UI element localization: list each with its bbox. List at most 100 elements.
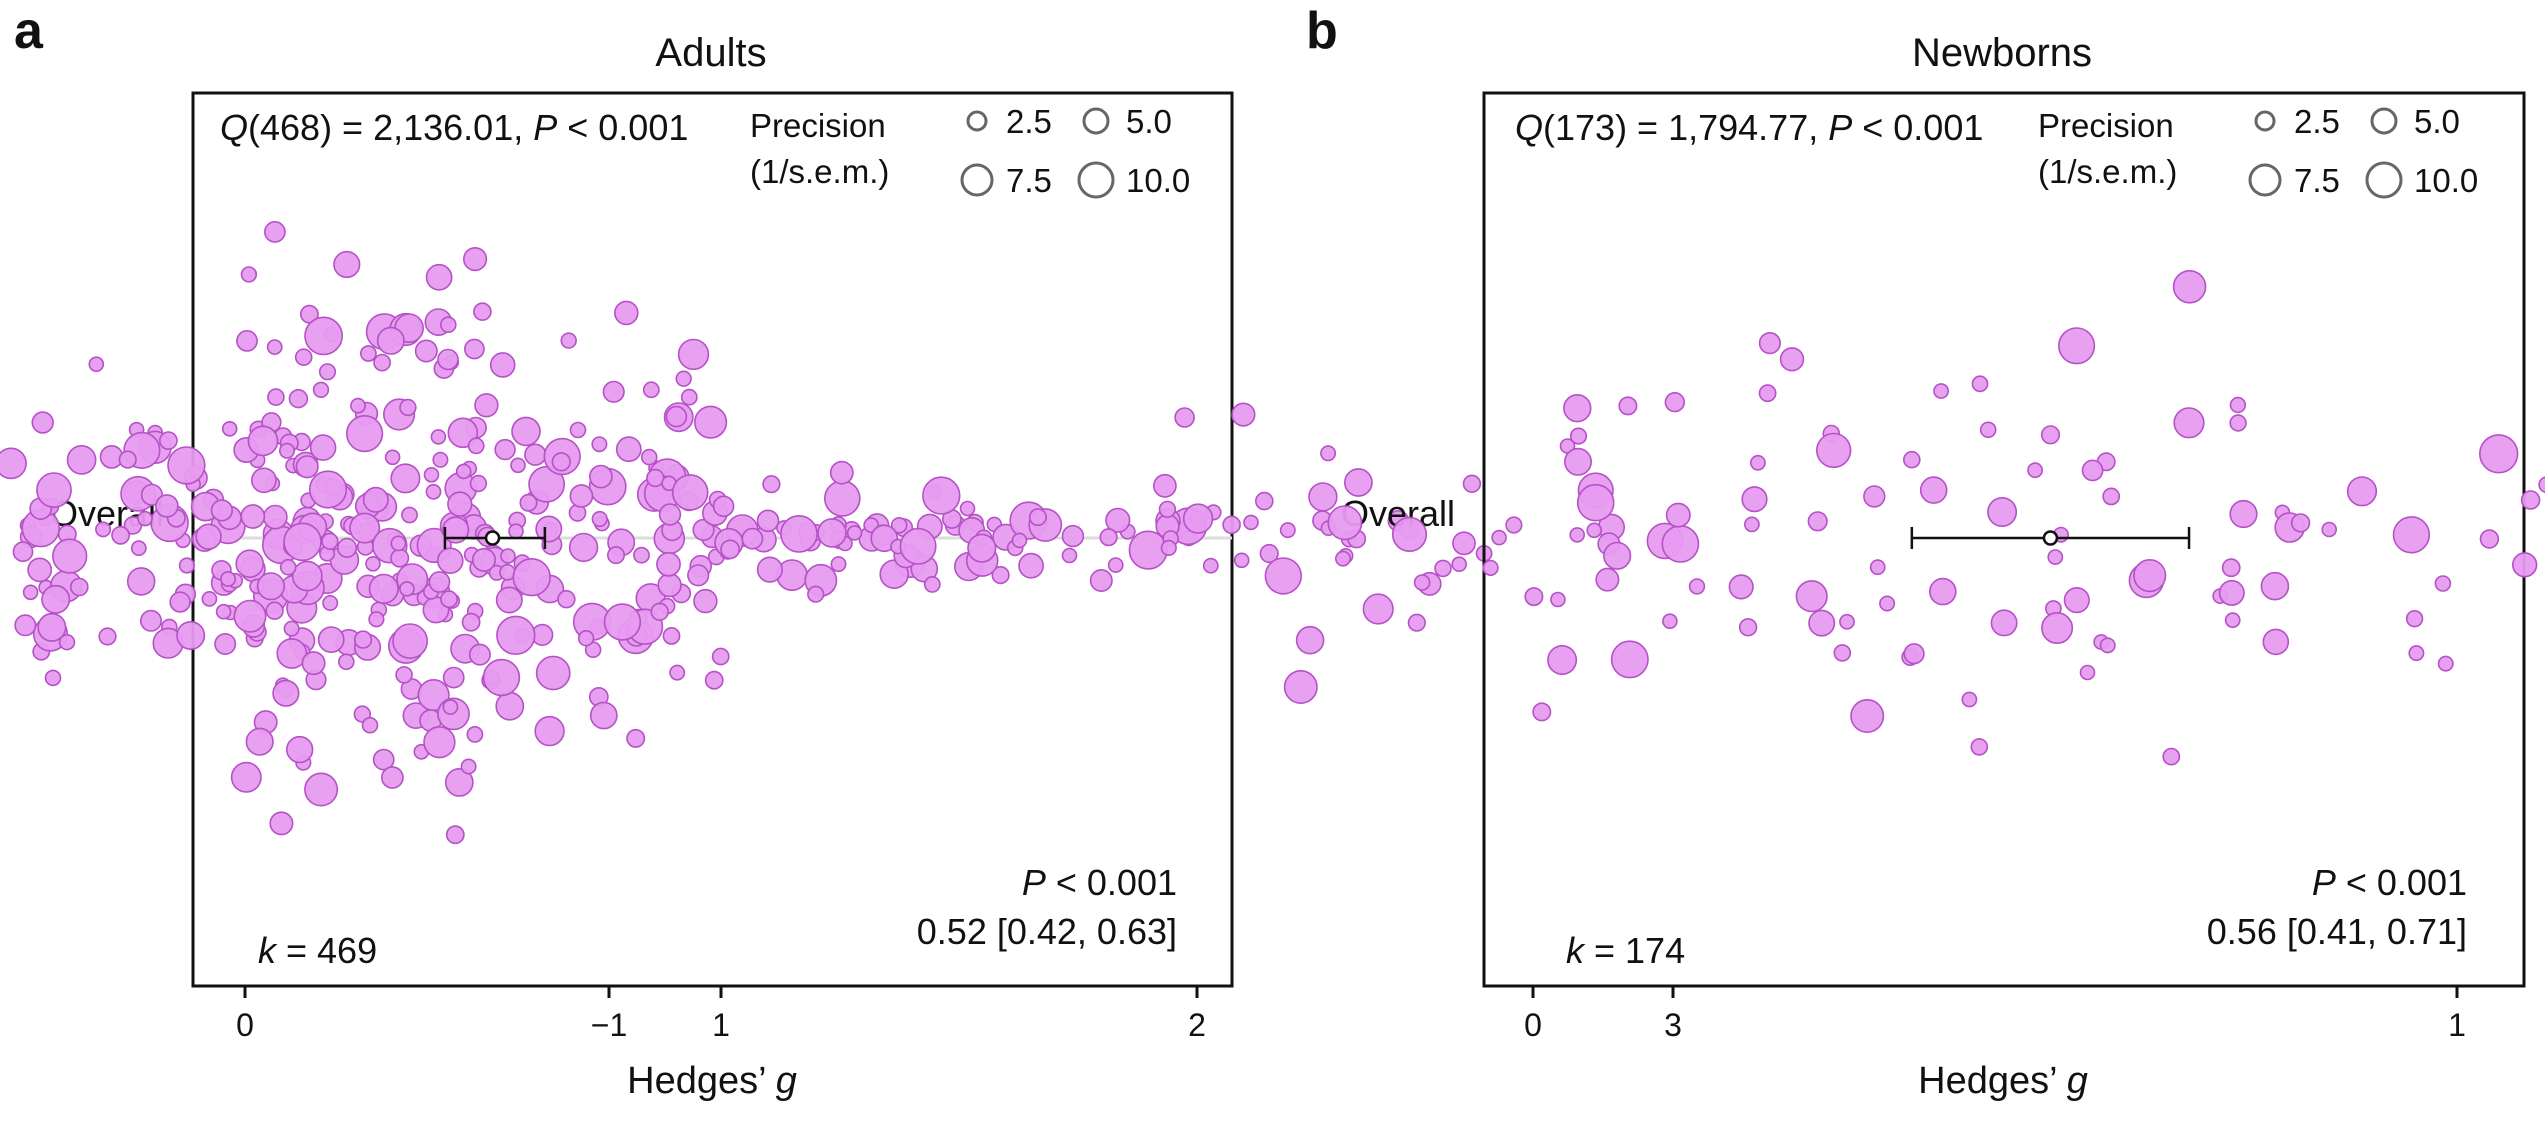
x-tick-label: 0: [1524, 1007, 1542, 1043]
data-point: [361, 716, 379, 734]
data-point: [762, 475, 781, 494]
data-point: [176, 620, 206, 650]
data-point: [269, 811, 294, 836]
data-point: [1160, 539, 1177, 557]
data-point: [447, 417, 479, 449]
k-text: = 469: [276, 930, 377, 971]
data-point: [1815, 432, 1852, 469]
legend-label-5.0: 5.0: [1126, 103, 1172, 140]
x-tick-label: 0: [236, 1007, 254, 1043]
data-point: [158, 431, 178, 451]
data-point: [591, 510, 608, 528]
data-point: [445, 825, 465, 845]
data-point: [1603, 541, 1632, 570]
data-point: [615, 436, 642, 463]
data-point: [2162, 747, 2181, 766]
data-point: [1259, 543, 1279, 564]
data-point: [263, 220, 286, 243]
data-point: [333, 250, 361, 279]
data-point: [1808, 609, 1836, 637]
data-point: [2479, 434, 2519, 474]
data-point: [1929, 577, 1957, 606]
x-axis-label: Hedges’ g: [627, 1060, 797, 1102]
data-point: [2221, 558, 2241, 578]
data-point: [98, 627, 117, 646]
data-point: [922, 476, 961, 515]
data-point: [2538, 476, 2545, 494]
data-point: [2040, 425, 2061, 445]
data-point: [1758, 384, 1777, 403]
data-point: [890, 516, 908, 534]
p-text: < 0.001: [557, 107, 688, 148]
x-tick-label: 1: [2448, 1007, 2466, 1043]
data-point: [658, 503, 682, 526]
data-point: [482, 658, 521, 697]
data-point: [1903, 643, 1925, 665]
data-point: [2063, 586, 2090, 614]
data-point: [267, 388, 285, 406]
data-point: [704, 670, 724, 690]
data-point: [640, 448, 658, 466]
data-point: [830, 556, 847, 573]
data-point: [66, 444, 97, 475]
data-point: [602, 380, 625, 403]
data-point: [425, 263, 453, 291]
data-point: [401, 506, 418, 524]
estimate-ci-text: 0.56 [0.41, 0.71]: [2207, 911, 2467, 952]
data-point: [1738, 618, 1758, 637]
data-point: [2262, 628, 2290, 656]
legend-label-5.0: 5.0: [2414, 103, 2460, 140]
data-point: [967, 533, 997, 563]
data-point: [633, 546, 650, 564]
data-point: [603, 603, 642, 641]
x-tick-label: 1: [712, 1007, 730, 1043]
data-point: [272, 679, 300, 707]
data-point: [167, 446, 206, 485]
data-point: [1482, 559, 1499, 577]
panel-label: a: [14, 2, 44, 60]
data-point: [2081, 459, 2104, 482]
data-point: [524, 443, 547, 466]
data-point: [2408, 645, 2425, 662]
data-point: [2041, 611, 2074, 644]
legend-circle-2.5: [2254, 110, 2276, 132]
data-point: [1661, 525, 1700, 563]
data-point: [214, 632, 237, 655]
data-point: [130, 540, 147, 557]
panel-b: b Newborns Overall Q(173) = 1,794.77, P …: [591, 2, 2545, 1102]
data-point: [613, 300, 639, 326]
data-point: [569, 484, 594, 508]
data-point: [155, 494, 179, 518]
data-point: [423, 466, 440, 483]
data-point: [534, 715, 565, 747]
data-point: [1795, 580, 1828, 613]
data-point: [2173, 407, 2205, 439]
data-point: [392, 623, 429, 660]
data-point: [1295, 625, 1325, 655]
data-point: [2437, 655, 2454, 672]
data-point: [1839, 613, 1855, 630]
data-point: [474, 393, 499, 418]
data-point: [380, 766, 404, 789]
data-point: [288, 389, 309, 409]
data-point: [1971, 375, 1989, 393]
heterogeneity-stat: Q(468) = 2,136.01, P < 0.001: [220, 107, 688, 148]
data-point: [510, 457, 526, 474]
q-text: (468) = 2,136.01,: [248, 107, 533, 148]
data-point: [1283, 669, 1318, 704]
x-axis-label-italic: g: [776, 1060, 797, 1102]
data-point: [1863, 485, 1886, 508]
data-point: [215, 603, 232, 620]
data-point: [461, 612, 481, 632]
data-point: [2434, 575, 2452, 592]
x-axis: −1 0 1 2 3: [236, 986, 1682, 1043]
x-axis-label-main: Hedges’: [627, 1060, 776, 1102]
legend-label-7.5: 7.5: [1006, 162, 1052, 199]
p-symbol: P: [1828, 107, 1852, 148]
data-point: [650, 602, 669, 621]
data-point: [1434, 559, 1452, 578]
data-point: [384, 449, 401, 466]
data-point: [1099, 528, 1118, 547]
data-point: [262, 504, 288, 530]
